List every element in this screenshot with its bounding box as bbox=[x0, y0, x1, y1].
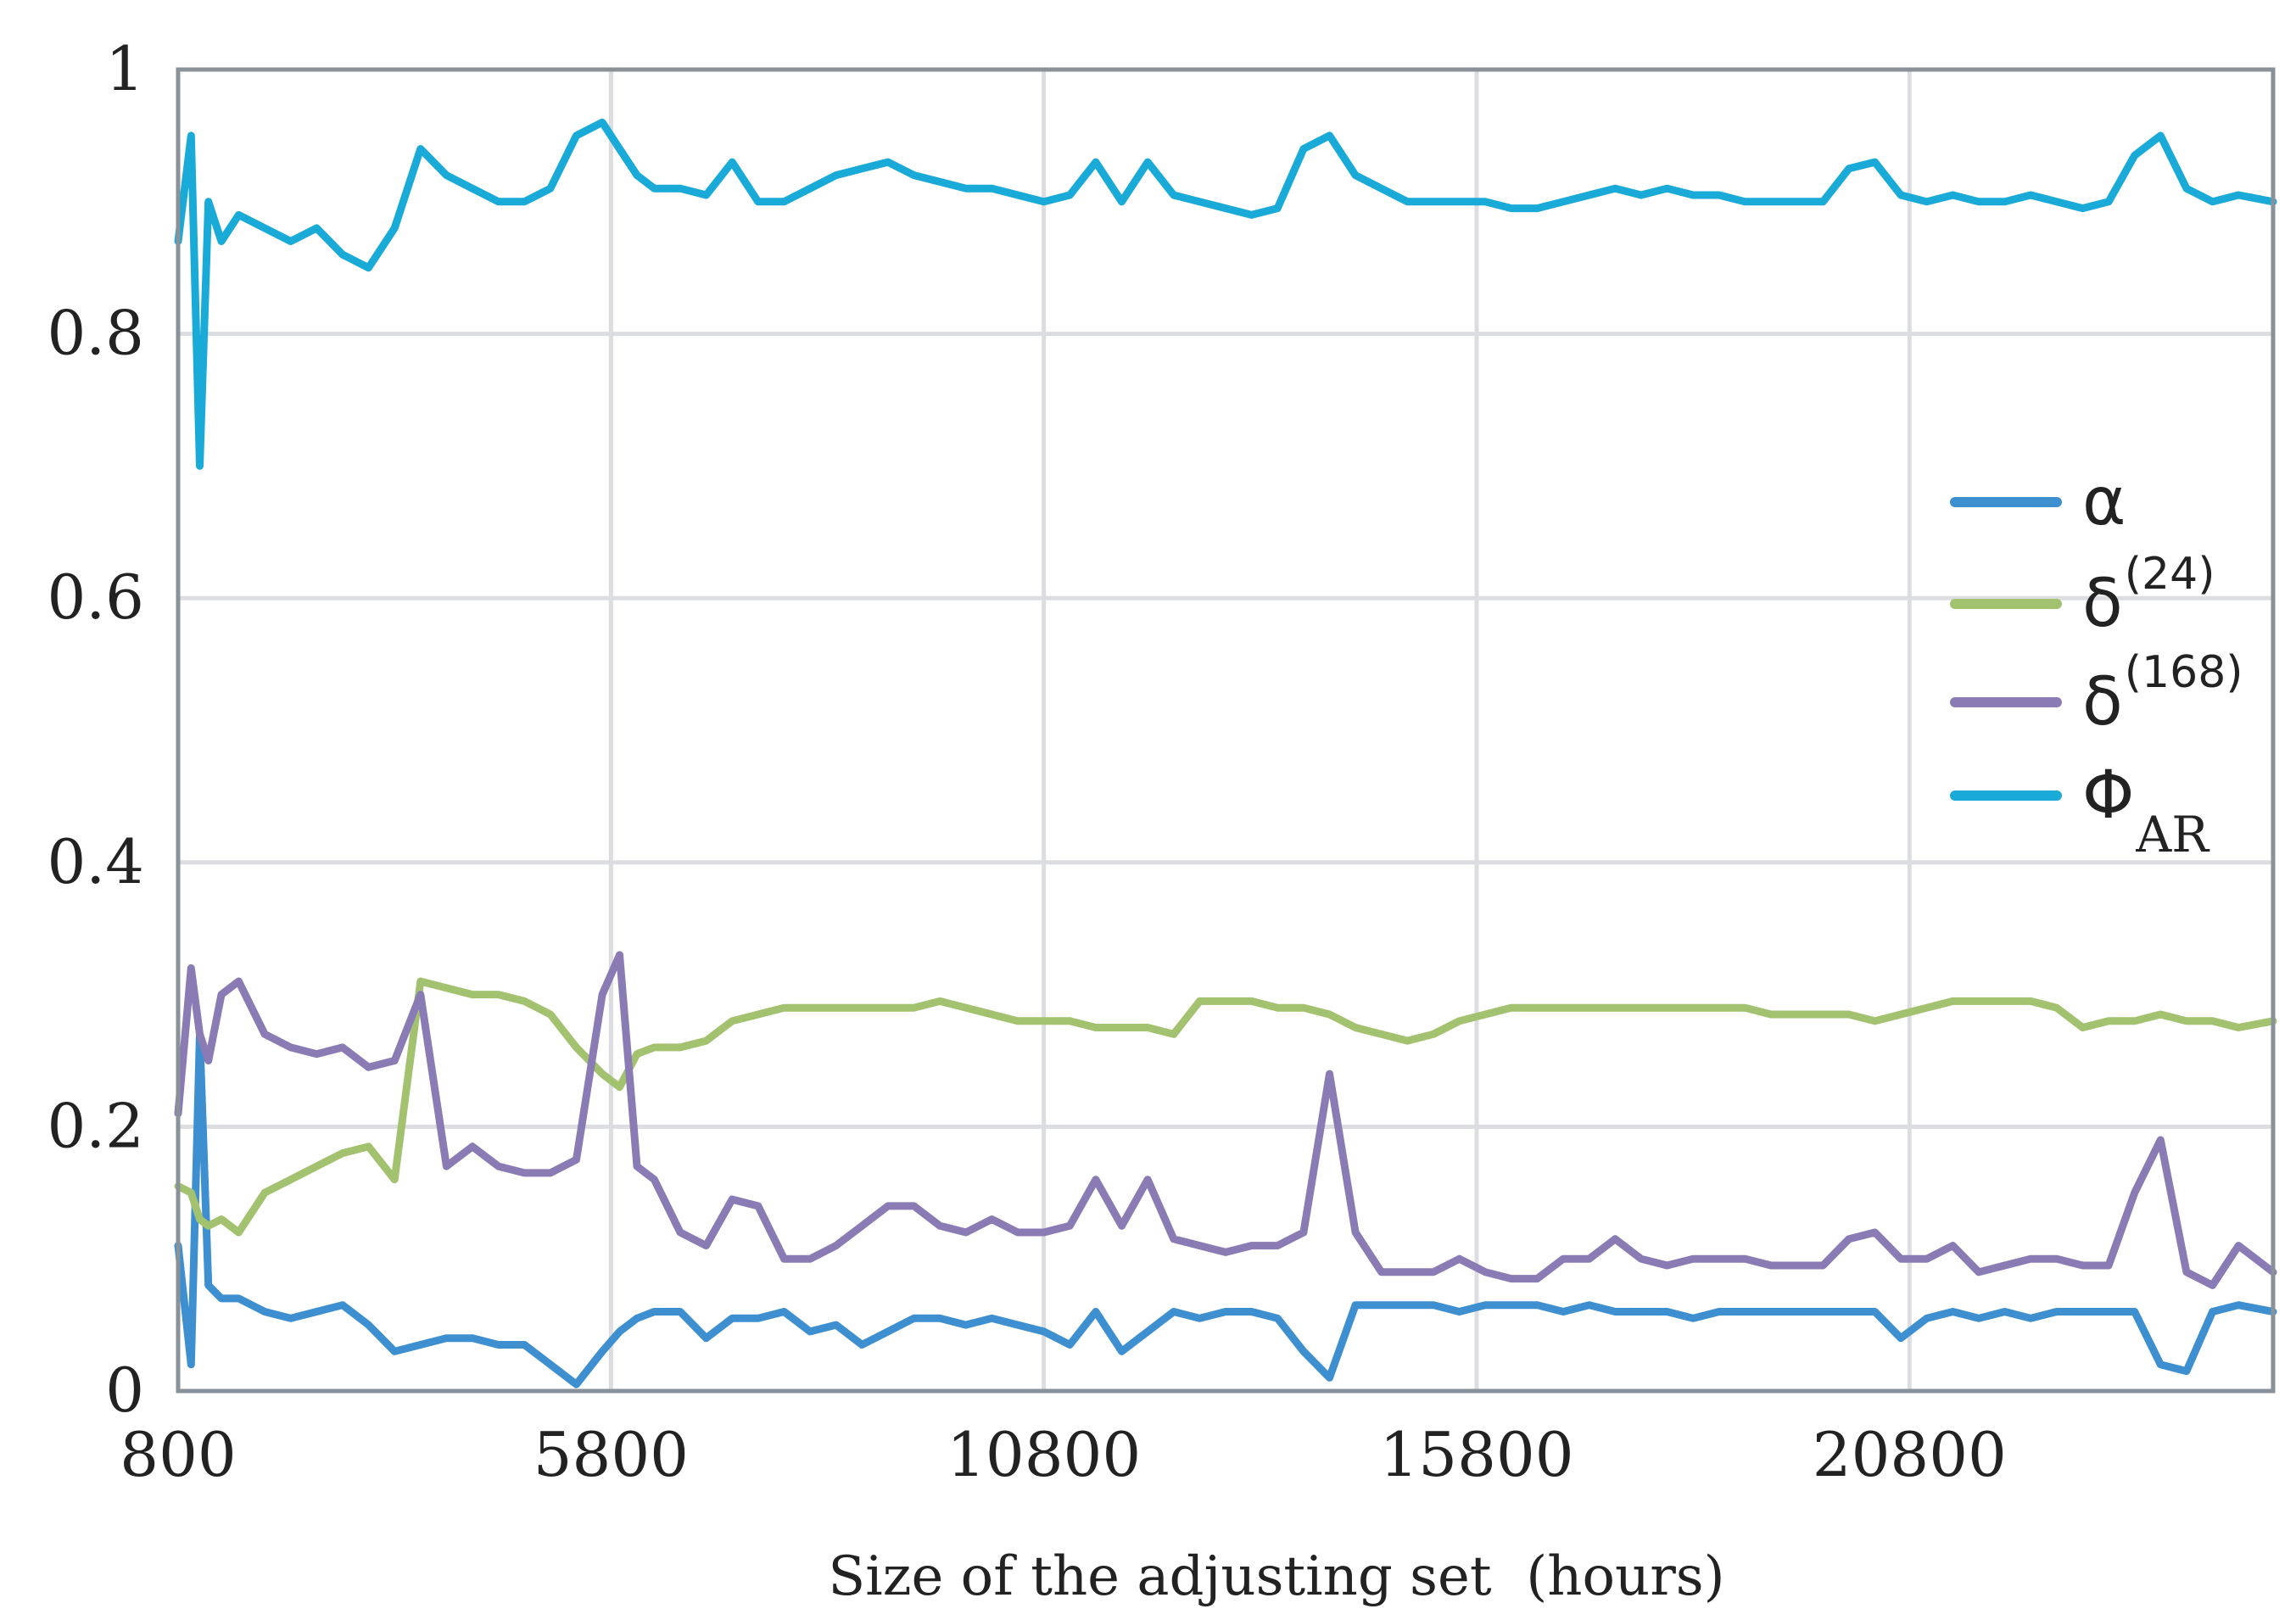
x-axis-title: Size of the adjusting set (hours) bbox=[828, 1545, 1724, 1608]
series-line-1 bbox=[174, 977, 2277, 1237]
gridlines bbox=[178, 70, 2273, 1391]
legend-label-3: Φ bbox=[2082, 757, 2134, 834]
y-tick-label: 0 bbox=[105, 1355, 144, 1426]
legend-label-2: δ bbox=[2082, 664, 2123, 740]
plot-frame bbox=[176, 67, 2276, 1394]
legend-superscript-2: (168) bbox=[2125, 647, 2243, 698]
x-tick-label: 800 bbox=[120, 1419, 236, 1490]
x-axis-ticks: 800 5800 10800 15800 20800 bbox=[120, 1419, 2007, 1490]
x-tick-label: 5800 bbox=[533, 1419, 689, 1490]
x-tick-label: 10800 bbox=[947, 1419, 1141, 1490]
x-tick-label: 20800 bbox=[1813, 1419, 2007, 1490]
series-line-0 bbox=[174, 1030, 2277, 1388]
y-tick-label: 0.4 bbox=[47, 826, 144, 897]
y-tick-label: 0.6 bbox=[47, 561, 144, 633]
legend-superscript-1: (24) bbox=[2125, 549, 2215, 600]
y-tick-label: 0.2 bbox=[47, 1090, 144, 1161]
legend: αδ (24)δ (168)ΦAR bbox=[1950, 464, 2243, 863]
series-line-3 bbox=[174, 118, 2277, 470]
y-axis-ticks: 0 0.2 0.4 0.6 0.8 1 bbox=[47, 33, 144, 1426]
x-tick-label: 15800 bbox=[1379, 1419, 1573, 1490]
legend-label-1: δ bbox=[2082, 566, 2123, 642]
legend-label-0: α bbox=[2082, 464, 2126, 540]
y-tick-label: 0.8 bbox=[47, 298, 144, 369]
series-line-2 bbox=[174, 951, 2277, 1289]
y-tick-label: 1 bbox=[105, 33, 144, 104]
series-lines bbox=[174, 118, 2277, 1388]
legend-subscript-3: AR bbox=[2135, 806, 2210, 863]
